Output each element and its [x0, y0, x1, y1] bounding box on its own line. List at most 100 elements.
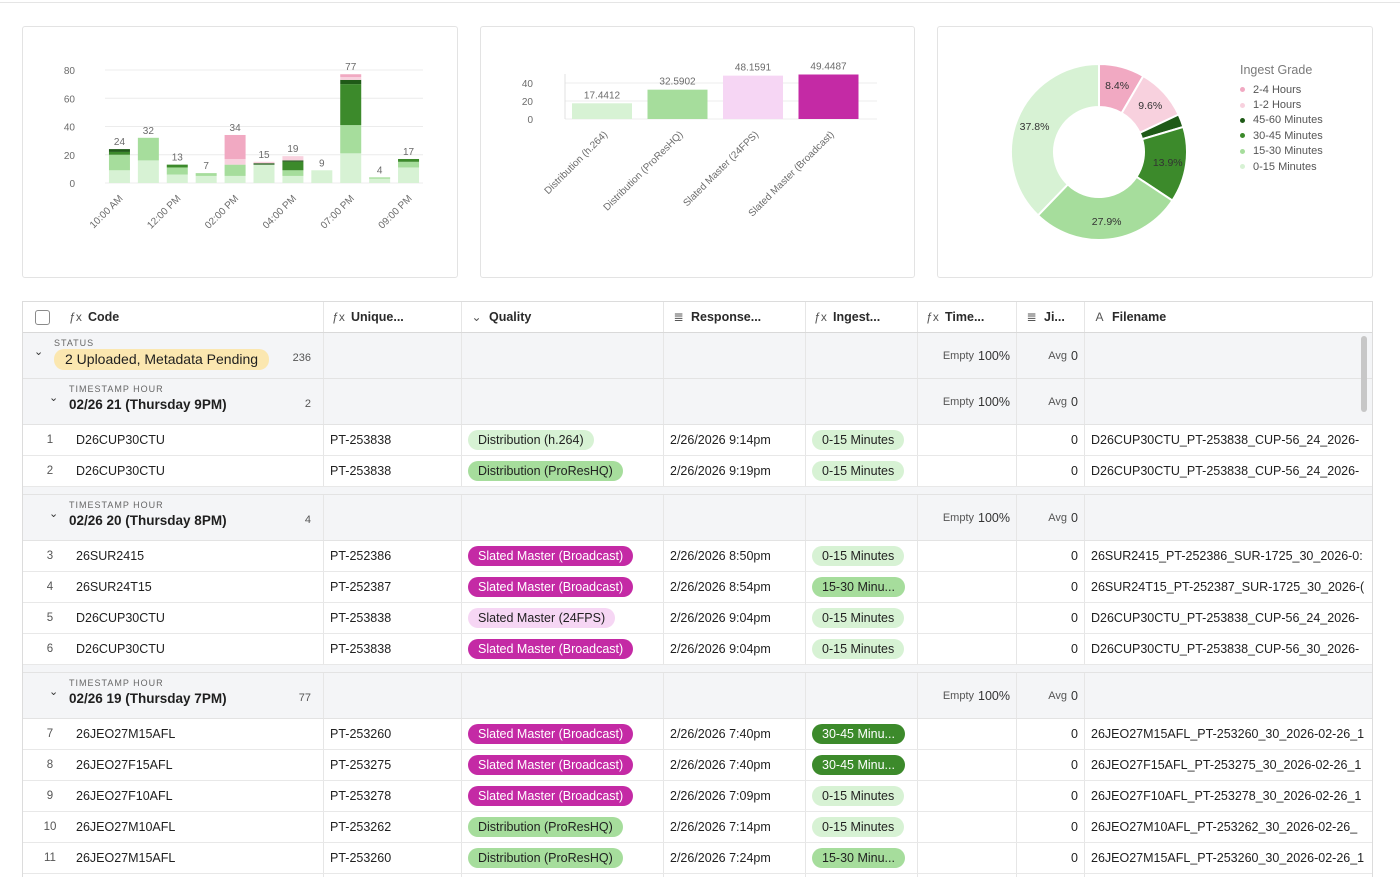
ji-cell[interactable]: 0	[1017, 541, 1085, 571]
response-cell[interactable]: 2/26/2026 8:54pm	[664, 572, 806, 602]
ingest-cell[interactable]: 15-30 Minu...	[806, 572, 918, 602]
ingest-cell[interactable]: 0-15 Minutes	[806, 603, 918, 633]
code-cell[interactable]: 6 D26CUP30CTU	[23, 634, 324, 664]
bar[interactable]	[647, 89, 708, 119]
bar-segment[interactable]	[108, 151, 130, 155]
bar-segment[interactable]	[340, 125, 362, 154]
bar-segment[interactable]	[282, 160, 304, 162]
time-cell[interactable]	[918, 719, 1017, 749]
filename-cell[interactable]: D26CUP30CTU_PT-253838_CUP-56_30_2026-	[1085, 634, 1372, 664]
code-cell[interactable]: 10 26JEO27M10AFL	[23, 812, 324, 842]
time-cell[interactable]	[918, 750, 1017, 780]
row-cell[interactable]	[918, 874, 1017, 877]
filename-cell[interactable]: 26JEO27F10AFL_PT-253278_30_2026-02-26_1	[1085, 781, 1372, 811]
ji-cell[interactable]: 0	[1017, 719, 1085, 749]
chevron-down-icon[interactable]: ⌄	[49, 508, 59, 520]
bar-segment[interactable]	[282, 156, 304, 161]
legend-item[interactable]: 0-15 Minutes	[1240, 159, 1323, 174]
status-group-row[interactable]: ⌄ STATUS 2 Uploaded, Metadata Pending 236 Em…	[23, 333, 1372, 379]
table-row[interactable]: 11 26JEO27M15AFL PT-253260 Distribution (Pr…	[23, 843, 1372, 874]
legend-item[interactable]: 2-4 Hours	[1240, 82, 1323, 97]
row-cell[interactable]	[23, 874, 324, 877]
time-cell[interactable]	[918, 634, 1017, 664]
bar-segment[interactable]	[398, 167, 420, 183]
legend-item[interactable]: 30-45 Minutes	[1240, 128, 1323, 143]
quality-cell[interactable]: Distribution (ProResHQ)	[462, 843, 664, 873]
filename-cell[interactable]: 26JEO27M10AFL_PT-253262_30_2026-02-26_	[1085, 812, 1372, 842]
unique-cell[interactable]: PT-252386	[324, 541, 462, 571]
filename-cell[interactable]: 26JEO27M15AFL_PT-253260_30_2026-02-26_1	[1085, 719, 1372, 749]
unique-cell[interactable]: PT-253838	[324, 634, 462, 664]
bar-segment[interactable]	[369, 178, 391, 183]
response-cell[interactable]: 2/26/2026 9:14pm	[664, 425, 806, 455]
filename-cell[interactable]: 26JEO27F15AFL_PT-253275_30_2026-02-26_1	[1085, 750, 1372, 780]
bar-segment[interactable]	[369, 177, 391, 179]
hour-group-row[interactable]: ⌄ TIMESTAMP HOUR 02/26 19 (Thursday 7PM) 77…	[23, 673, 1372, 719]
ingest-cell[interactable]: 30-45 Minu...	[806, 719, 918, 749]
select-all-checkbox[interactable]	[35, 309, 50, 325]
code-cell[interactable]: 1 D26CUP30CTU	[23, 425, 324, 455]
ingest-cell[interactable]: 15-30 Minu...	[806, 843, 918, 873]
filename-cell[interactable]: D26CUP30CTU_PT-253838_CUP-56_24_2026-	[1085, 603, 1372, 633]
response-cell[interactable]: 2/26/2026 7:09pm	[664, 781, 806, 811]
bar-segment[interactable]	[340, 153, 362, 183]
ingest-cell[interactable]: 0-15 Minutes	[806, 634, 918, 664]
bar-segment[interactable]	[108, 154, 130, 171]
time-cell[interactable]	[918, 781, 1017, 811]
bar-segment[interactable]	[311, 170, 333, 183]
ingest-cell[interactable]: 0-15 Minutes	[806, 425, 918, 455]
ingest-cell[interactable]: 0-15 Minutes	[806, 781, 918, 811]
ingest-cell[interactable]: 0-15 Minutes	[806, 812, 918, 842]
bar-segment[interactable]	[340, 77, 362, 80]
code-cell[interactable]: 9 26JEO27F10AFL	[23, 781, 324, 811]
chevron-down-icon[interactable]: ⌄	[49, 392, 59, 404]
quality-cell[interactable]: Distribution (h.264)	[462, 425, 664, 455]
time-cell[interactable]	[918, 541, 1017, 571]
table-row[interactable]: 9 26JEO27F10AFL PT-253278 Slated Master (Br…	[23, 781, 1372, 812]
ingest-cell[interactable]: 0-15 Minutes	[806, 541, 918, 571]
row-cell[interactable]	[1017, 874, 1085, 877]
table-row[interactable]: 1 D26CUP30CTU PT-253838 Distribution (h.264…	[23, 425, 1372, 456]
bar-segment[interactable]	[398, 158, 420, 162]
response-cell[interactable]: 2/26/2026 9:19pm	[664, 456, 806, 486]
legend-item[interactable]: 45-60 Minutes	[1240, 113, 1323, 128]
time-cell[interactable]	[918, 572, 1017, 602]
table-row[interactable]: 7 26JEO27M15AFL PT-253260 Slated Master (Br…	[23, 719, 1372, 750]
row-cell[interactable]	[806, 874, 918, 877]
ji-cell[interactable]: 0	[1017, 456, 1085, 486]
time-cell[interactable]	[918, 812, 1017, 842]
response-cell[interactable]: 2/26/2026 9:04pm	[664, 634, 806, 664]
unique-cell[interactable]: PT-253838	[324, 425, 462, 455]
ji-cell[interactable]: 0	[1017, 750, 1085, 780]
code-cell[interactable]: 7 26JEO27M15AFL	[23, 719, 324, 749]
ji-cell[interactable]: 0	[1017, 812, 1085, 842]
column-header-code[interactable]: ƒx Code	[23, 302, 324, 332]
bar-segment[interactable]	[224, 134, 246, 159]
table-row[interactable]	[23, 874, 1372, 877]
quality-cell[interactable]: Slated Master (24FPS)	[462, 603, 664, 633]
ingest-cell[interactable]: 30-45 Minu...	[806, 750, 918, 780]
donut-slice[interactable]	[1010, 62, 1100, 217]
table-row[interactable]: 4 26SUR24T15 PT-252387 Slated Master (Broad…	[23, 572, 1372, 603]
response-cell[interactable]: 2/26/2026 7:40pm	[664, 719, 806, 749]
table-row[interactable]: 5 D26CUP30CTU PT-253838 Slated Master (24FP…	[23, 603, 1372, 634]
bar-segment[interactable]	[253, 164, 275, 183]
bar-segment[interactable]	[224, 175, 246, 183]
bar-segment[interactable]	[340, 79, 362, 85]
response-cell[interactable]: 2/26/2026 7:24pm	[664, 843, 806, 873]
unique-cell[interactable]: PT-253838	[324, 456, 462, 486]
column-header-filename[interactable]: A Filename	[1085, 302, 1372, 332]
bar-segment[interactable]	[195, 173, 217, 176]
code-cell[interactable]: 2 D26CUP30CTU	[23, 456, 324, 486]
column-header-response[interactable]: ≣ Response...	[664, 302, 806, 332]
grid-vertical-scrollbar[interactable]	[1361, 336, 1367, 412]
bar-segment[interactable]	[282, 170, 304, 176]
table-row[interactable]: 3 26SUR2415 PT-252386 Slated Master (Broadc…	[23, 541, 1372, 572]
unique-cell[interactable]: PT-253260	[324, 719, 462, 749]
column-header-ingest[interactable]: ƒx Ingest...	[806, 302, 918, 332]
quality-cell[interactable]: Slated Master (Broadcast)	[462, 541, 664, 571]
unique-cell[interactable]: PT-253260	[324, 843, 462, 873]
unique-cell[interactable]: PT-252387	[324, 572, 462, 602]
ji-cell[interactable]: 0	[1017, 781, 1085, 811]
unique-cell[interactable]: PT-253262	[324, 812, 462, 842]
